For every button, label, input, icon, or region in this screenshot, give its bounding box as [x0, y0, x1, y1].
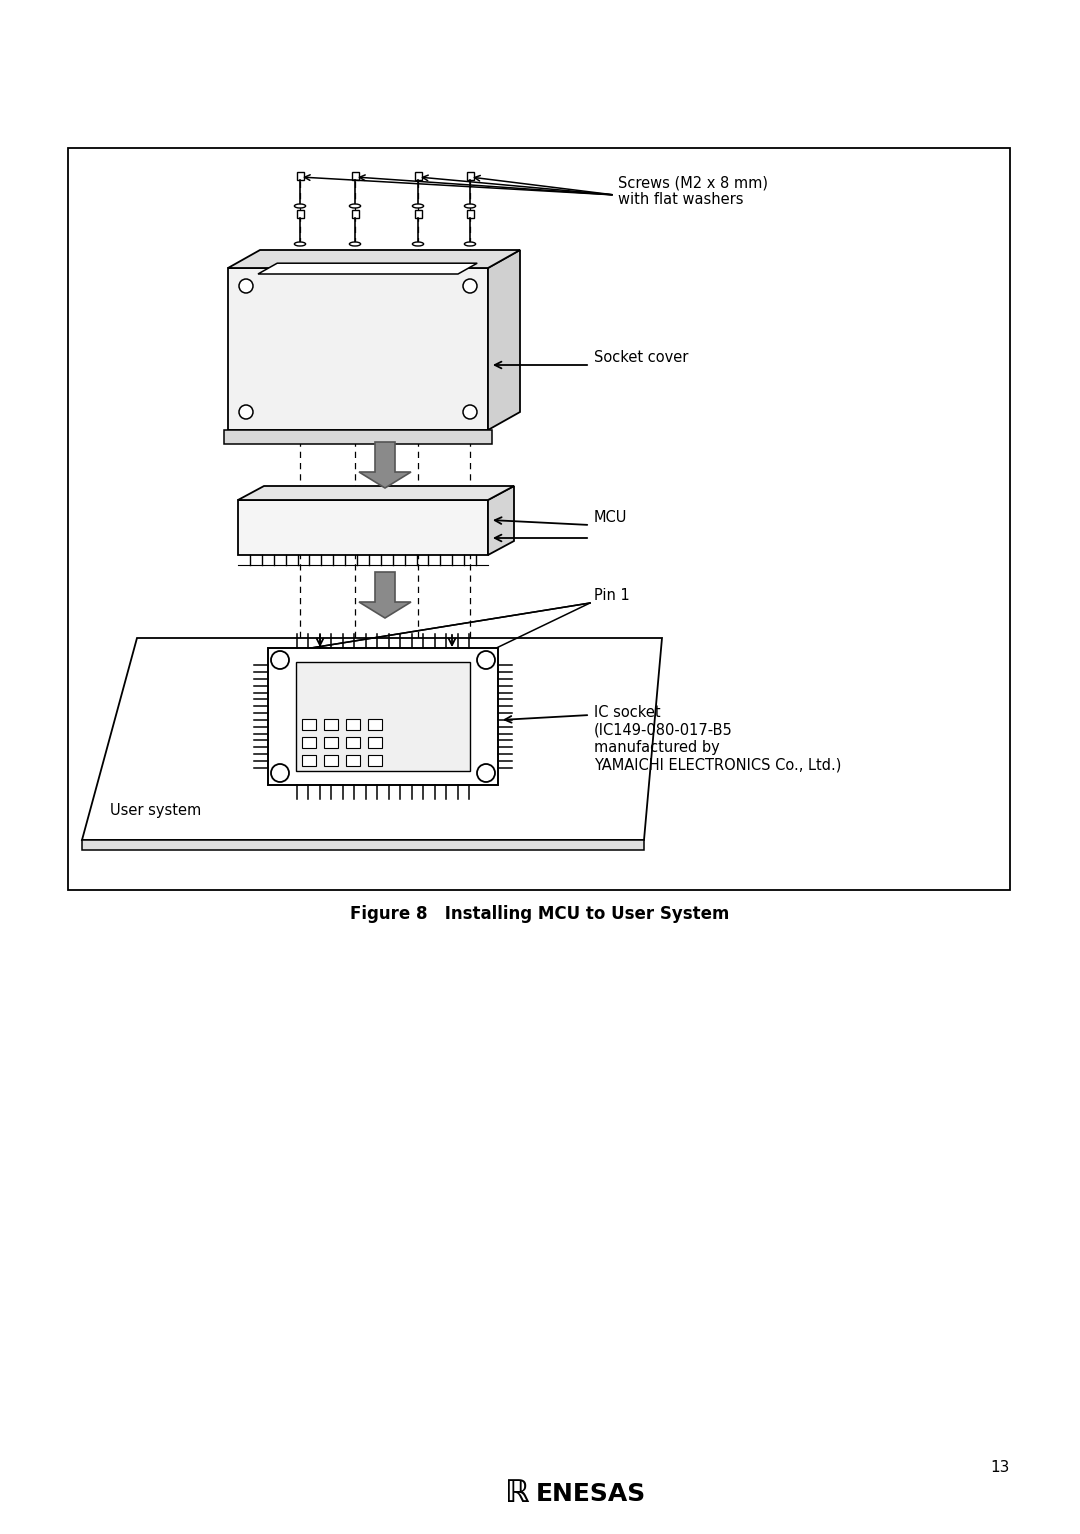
Circle shape	[477, 764, 495, 782]
Polygon shape	[82, 841, 644, 850]
Bar	[368, 736, 382, 749]
Bar	[324, 719, 338, 730]
Bar	[346, 736, 360, 749]
Text: ℝ: ℝ	[505, 1479, 530, 1508]
Bar	[302, 736, 316, 749]
Bar	[346, 755, 360, 765]
Ellipse shape	[464, 242, 475, 245]
Bar	[467, 210, 473, 218]
Polygon shape	[359, 572, 411, 618]
Bar	[415, 210, 421, 218]
Polygon shape	[238, 500, 488, 555]
Bar	[368, 755, 382, 765]
Circle shape	[271, 764, 289, 782]
Bar	[268, 647, 498, 785]
Bar	[297, 210, 303, 218]
Bar	[415, 172, 421, 179]
Bar	[346, 719, 360, 730]
Text: Figure 8   Installing MCU to User System: Figure 8 Installing MCU to User System	[350, 905, 730, 923]
Bar	[302, 719, 316, 730]
Ellipse shape	[295, 242, 306, 245]
Polygon shape	[258, 264, 477, 275]
Bar	[224, 430, 492, 443]
Bar	[368, 719, 382, 730]
Ellipse shape	[413, 204, 423, 209]
Bar	[467, 172, 473, 179]
Bar	[68, 147, 1010, 890]
Polygon shape	[359, 442, 411, 488]
Circle shape	[463, 405, 477, 419]
Circle shape	[477, 650, 495, 669]
Bar	[351, 210, 359, 218]
Text: MCU: MCU	[594, 511, 627, 526]
Circle shape	[463, 279, 477, 293]
Polygon shape	[228, 250, 519, 268]
Text: Screws (M2 x 8 mm)
with flat washers: Screws (M2 x 8 mm) with flat washers	[618, 175, 768, 207]
Text: Socket cover: Socket cover	[594, 350, 688, 365]
Polygon shape	[82, 638, 662, 841]
Bar	[351, 172, 359, 179]
Ellipse shape	[295, 204, 306, 209]
Text: IC socket
(IC149-080-017-B5
manufactured by
YAMAICHI ELECTRONICS Co., Ltd.): IC socket (IC149-080-017-B5 manufactured…	[594, 706, 841, 772]
Polygon shape	[488, 250, 519, 430]
Bar	[324, 736, 338, 749]
Ellipse shape	[350, 242, 361, 245]
Bar	[297, 172, 303, 179]
Ellipse shape	[413, 242, 423, 245]
Circle shape	[239, 405, 253, 419]
Bar	[302, 755, 316, 765]
Bar	[324, 755, 338, 765]
Text: User system: User system	[110, 802, 201, 818]
Ellipse shape	[464, 204, 475, 209]
Text: 13: 13	[990, 1460, 1010, 1476]
Ellipse shape	[350, 204, 361, 209]
Polygon shape	[228, 268, 488, 430]
Polygon shape	[488, 486, 514, 555]
Circle shape	[239, 279, 253, 293]
Circle shape	[271, 650, 289, 669]
Bar	[296, 663, 470, 772]
Polygon shape	[238, 486, 514, 500]
Text: Pin 1: Pin 1	[594, 589, 630, 603]
Text: ENESAS: ENESAS	[536, 1482, 646, 1506]
